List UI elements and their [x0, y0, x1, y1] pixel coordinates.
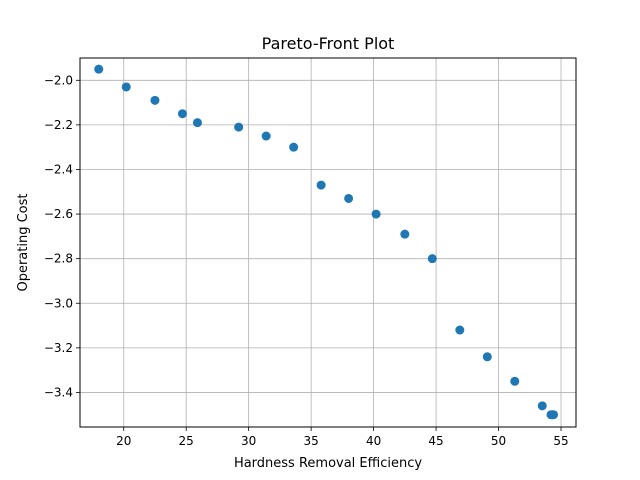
- grid-lines: [80, 58, 576, 427]
- data-point: [150, 95, 160, 105]
- y-tick-label: −3.2: [44, 341, 73, 355]
- data-point: [371, 209, 381, 219]
- data-point: [549, 410, 559, 420]
- x-tick-label: 35: [303, 434, 318, 448]
- x-tick-label: 55: [553, 434, 568, 448]
- data-point: [510, 376, 520, 386]
- data-point: [427, 254, 437, 264]
- data-point: [94, 64, 104, 74]
- data-point: [192, 118, 202, 128]
- y-tick-label: −2.8: [44, 252, 73, 266]
- x-tick-label: 20: [116, 434, 131, 448]
- data-point: [234, 122, 244, 132]
- data-point: [537, 401, 547, 411]
- chart-title: Pareto-Front Plot: [262, 34, 395, 53]
- data-point: [482, 352, 492, 362]
- y-axis-label: Operating Cost: [16, 193, 31, 291]
- data-point: [261, 131, 271, 141]
- x-tick-label: 25: [179, 434, 194, 448]
- data-point: [289, 142, 299, 152]
- y-tick-label: −3.4: [44, 385, 73, 399]
- y-tick-label: −2.6: [44, 207, 73, 221]
- x-tick-label: 30: [241, 434, 256, 448]
- y-tick-label: −2.2: [44, 118, 73, 132]
- axis-ticks: 20 25 30 35 40 45 50 55 −2.0 −2.2 −2.4 −2.6 −2.8 −3.0…: [44, 73, 569, 448]
- data-point: [455, 325, 465, 335]
- data-point: [344, 193, 354, 203]
- y-tick-label: −2.4: [44, 162, 73, 176]
- x-tick-label: 45: [428, 434, 443, 448]
- data-point: [121, 82, 131, 92]
- data-point: [316, 180, 326, 190]
- x-tick-label: 40: [366, 434, 381, 448]
- data-points: [94, 64, 559, 420]
- data-point: [400, 229, 410, 239]
- plot-frame: [79, 57, 577, 428]
- x-axis-label: Hardness Removal Efficiency: [234, 456, 422, 471]
- x-tick-label: 50: [491, 434, 506, 448]
- y-tick-label: −3.0: [44, 296, 73, 310]
- y-tick-label: −2.0: [44, 73, 73, 87]
- data-point: [177, 109, 187, 119]
